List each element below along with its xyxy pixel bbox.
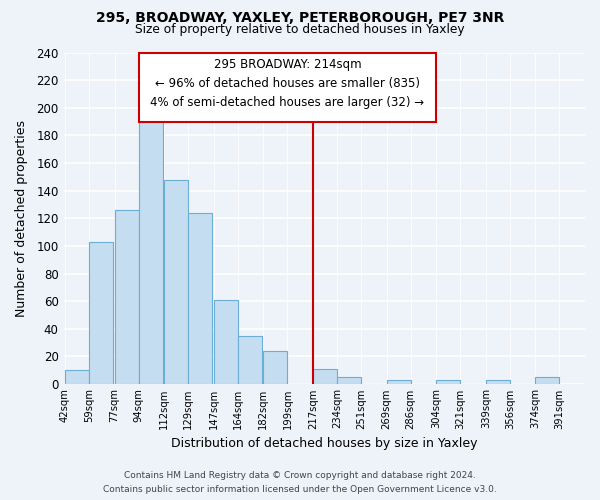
Y-axis label: Number of detached properties: Number of detached properties <box>15 120 28 317</box>
X-axis label: Distribution of detached houses by size in Yaxley: Distribution of detached houses by size … <box>171 437 478 450</box>
Bar <box>214 300 238 384</box>
FancyBboxPatch shape <box>139 52 436 122</box>
Bar <box>436 380 460 384</box>
Bar <box>386 380 411 384</box>
Text: Size of property relative to detached houses in Yaxley: Size of property relative to detached ho… <box>135 22 465 36</box>
Bar <box>535 377 559 384</box>
Bar <box>486 380 510 384</box>
Bar <box>313 369 337 384</box>
Bar <box>139 109 163 384</box>
Text: Contains HM Land Registry data © Crown copyright and database right 2024.
Contai: Contains HM Land Registry data © Crown c… <box>103 472 497 494</box>
Text: 295, BROADWAY, YAXLEY, PETERBOROUGH, PE7 3NR: 295, BROADWAY, YAXLEY, PETERBOROUGH, PE7… <box>96 12 504 26</box>
Text: 295 BROADWAY: 214sqm
← 96% of detached houses are smaller (835)
4% of semi-detac: 295 BROADWAY: 214sqm ← 96% of detached h… <box>151 58 425 109</box>
Bar <box>115 210 139 384</box>
Bar <box>263 351 287 384</box>
Bar <box>65 370 89 384</box>
Bar <box>238 336 262 384</box>
Bar <box>164 180 188 384</box>
Bar <box>337 377 361 384</box>
Bar <box>89 242 113 384</box>
Bar <box>188 213 212 384</box>
